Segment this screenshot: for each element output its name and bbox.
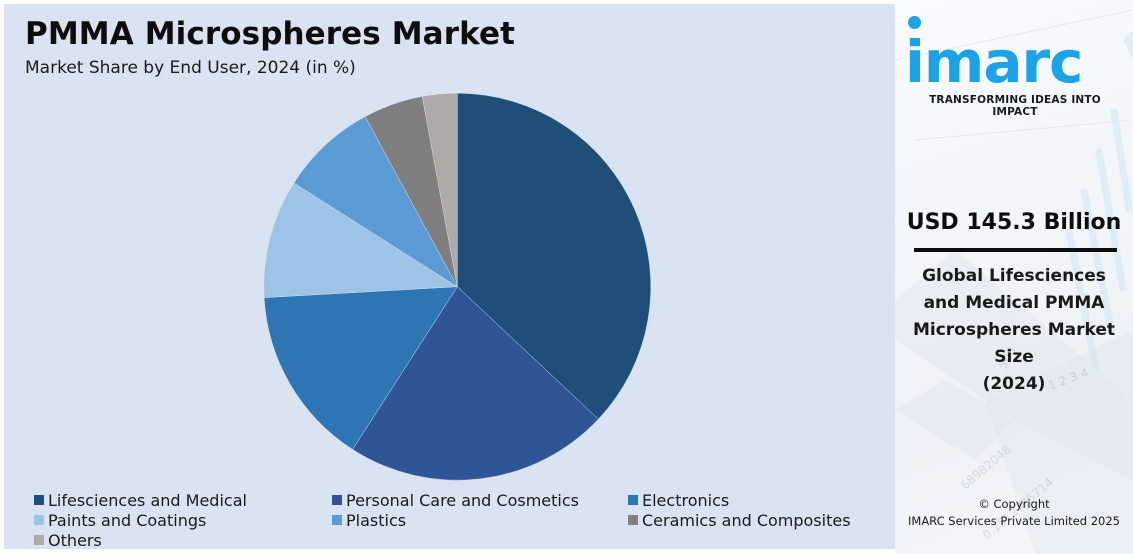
legend-label: Lifesciences and Medical: [48, 490, 247, 510]
pie-chart-svg: [263, 92, 651, 481]
pie-slice-plastics: [293, 116, 458, 288]
market-description-line: (2024): [982, 374, 1046, 394]
legend-swatch-icon: [628, 495, 638, 505]
pie-slice-personal-care-and-cosmetics: [352, 286, 599, 481]
legend-label: Electronics: [642, 490, 730, 510]
market-description-line: Global Lifesciences: [922, 266, 1106, 286]
legend-swatch-icon: [332, 495, 342, 505]
legend-item-personal-care: Personal Care and Cosmetics: [332, 490, 579, 510]
divider: [914, 248, 1117, 252]
legend-swatch-icon: [628, 515, 638, 525]
pie-slice-others: [422, 92, 458, 287]
legend-label: Personal Care and Cosmetics: [346, 490, 579, 510]
pie-slice-lifesciences-and-medical: [457, 92, 651, 420]
legend-swatch-icon: [34, 515, 44, 525]
chart-subtitle: Market Share by End User, 2024 (in %): [25, 58, 356, 78]
market-description-line: Size: [994, 347, 1034, 367]
legend-item-others: Others: [34, 530, 102, 550]
pie-chart: [4, 4, 895, 549]
legend-label: Plastics: [346, 510, 407, 530]
background-decoration: 68982048 0.1512785714 500 1 2 3 4: [895, 9, 1133, 554]
chart-panel: PMMA Microspheres Market Market Share by…: [4, 4, 895, 550]
pie-slice-electronics: [263, 286, 458, 450]
legend-swatch-icon: [34, 535, 44, 545]
legend-label: Paints and Coatings: [48, 510, 207, 530]
legend-item-plastics: Plastics: [332, 510, 406, 530]
copyright-line: IMARC Services Private Limited 2025: [908, 514, 1120, 528]
chart-title: PMMA Microspheres Market: [25, 16, 516, 52]
market-description-line: and Medical PMMA: [923, 293, 1105, 313]
legend-label: Others: [48, 530, 102, 550]
market-value: USD 145.3 Billion: [906, 210, 1122, 235]
copyright-notice: © Copyright IMARC Services Private Limit…: [895, 496, 1133, 530]
legend-item-paints: Paints and Coatings: [34, 510, 206, 530]
imarc-logo: imarc TRANSFORMING IDEAS INTO IMPACT: [905, 12, 1125, 118]
market-description-line: Microspheres Market: [912, 320, 1116, 340]
logo-text: imarc: [905, 28, 1083, 96]
chart-legend: Lifesciences and Medical Personal Care a…: [34, 490, 894, 550]
legend-swatch-icon: [332, 515, 342, 525]
logo-tagline: TRANSFORMING IDEAS INTO IMPACT: [929, 94, 1101, 118]
logo-dot-icon: [908, 16, 921, 29]
legend-item-electronics: Electronics: [628, 490, 729, 510]
legend-label: Ceramics and Composites: [642, 510, 851, 530]
legend-swatch-icon: [34, 495, 44, 505]
legend-item-ceramics: Ceramics and Composites: [628, 510, 851, 530]
info-sidebar: 68982048 0.1512785714 500 1 2 3 4 imarc …: [895, 0, 1133, 554]
market-description: Global Lifesciences and Medical PMMA Mic…: [895, 263, 1133, 398]
pie-slice-paints-and-coatings: [263, 182, 458, 298]
copyright-line: © Copyright: [978, 497, 1050, 511]
legend-item-lifesciences: Lifesciences and Medical: [34, 490, 247, 510]
